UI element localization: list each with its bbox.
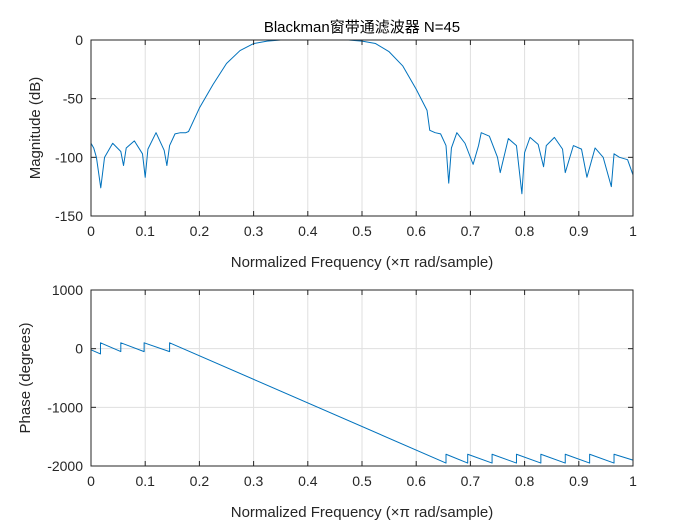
phase-ytick-label: 1000 xyxy=(52,282,83,298)
phase-ytick-label: -1000 xyxy=(47,399,83,415)
magnitude-xtick-label: 0.6 xyxy=(406,223,426,239)
magnitude-ytick-label: 0 xyxy=(75,32,83,48)
magnitude-ytick-label: -50 xyxy=(63,91,83,107)
phase-xtick-label: 0.4 xyxy=(298,473,318,489)
magnitude-xtick-label: 0.2 xyxy=(190,223,210,239)
phase-plot: 0 0.1 0.2 0.3 0.4 0.5 0.6 0.7 0.8 0.9 1 -2000 -1000… xyxy=(17,282,637,521)
magnitude-xtick-label: 1 xyxy=(629,223,637,239)
phase-xtick-labels: 0 0.1 0.2 0.3 0.4 0.5 0.6 0.7 0.8 0.9 1 xyxy=(87,473,637,489)
magnitude-y-axis-label: Magnitude (dB) xyxy=(27,77,44,180)
magnitude-xtick-label: 0.5 xyxy=(352,223,372,239)
magnitude-xtick-label: 0.8 xyxy=(515,223,535,239)
magnitude-plot: 0 0.1 0.2 0.3 0.4 0.5 0.6 0.7 0.8 0.9 1 -150 -100 -5… xyxy=(27,18,637,271)
magnitude-ytick-labels: -150 -100 -50 0 xyxy=(55,32,83,224)
magnitude-ytick-label: -150 xyxy=(55,208,83,224)
phase-y-axis-label: Phase (degrees) xyxy=(17,323,34,434)
phase-series-layer xyxy=(90,342,634,464)
phase-ytick-label: 0 xyxy=(75,341,83,357)
phase-xtick-label: 1 xyxy=(629,473,637,489)
phase-xtick-label: 0.2 xyxy=(190,473,210,489)
phase-xtick-label: 0 xyxy=(87,473,95,489)
magnitude-ytick-label: -100 xyxy=(55,149,83,165)
magnitude-x-axis-label: Normalized Frequency (×π rad/sample) xyxy=(231,254,494,271)
phase-x-axis-label: Normalized Frequency (×π rad/sample) xyxy=(231,504,494,521)
magnitude-tick-marks xyxy=(90,39,634,217)
magnitude-chart-title: Blackman窗带通滤波器 N=45 xyxy=(264,18,460,36)
phase-tick-marks xyxy=(90,289,634,467)
magnitude-series-layer xyxy=(90,39,634,195)
phase-ytick-labels: -2000 -1000 0 1000 xyxy=(47,282,83,474)
phase-xtick-label: 0.6 xyxy=(406,473,426,489)
magnitude-xtick-label: 0.3 xyxy=(244,223,264,239)
phase-xtick-label: 0.8 xyxy=(515,473,535,489)
magnitude-xtick-label: 0.4 xyxy=(298,223,318,239)
phase-series-line xyxy=(90,342,634,464)
magnitude-xtick-label: 0.7 xyxy=(461,223,481,239)
magnitude-xtick-label: 0 xyxy=(87,223,95,239)
phase-xtick-label: 0.3 xyxy=(244,473,264,489)
phase-xtick-label: 0.7 xyxy=(461,473,481,489)
phase-xtick-label: 0.9 xyxy=(569,473,589,489)
magnitude-xtick-labels: 0 0.1 0.2 0.3 0.4 0.5 0.6 0.7 0.8 0.9 1 xyxy=(87,223,637,239)
phase-xtick-label: 0.5 xyxy=(352,473,372,489)
magnitude-xtick-label: 0.1 xyxy=(135,223,155,239)
phase-ytick-label: -2000 xyxy=(47,458,83,474)
magnitude-xtick-label: 0.9 xyxy=(569,223,589,239)
magnitude-series-line xyxy=(90,39,634,195)
phase-xtick-label: 0.1 xyxy=(135,473,155,489)
